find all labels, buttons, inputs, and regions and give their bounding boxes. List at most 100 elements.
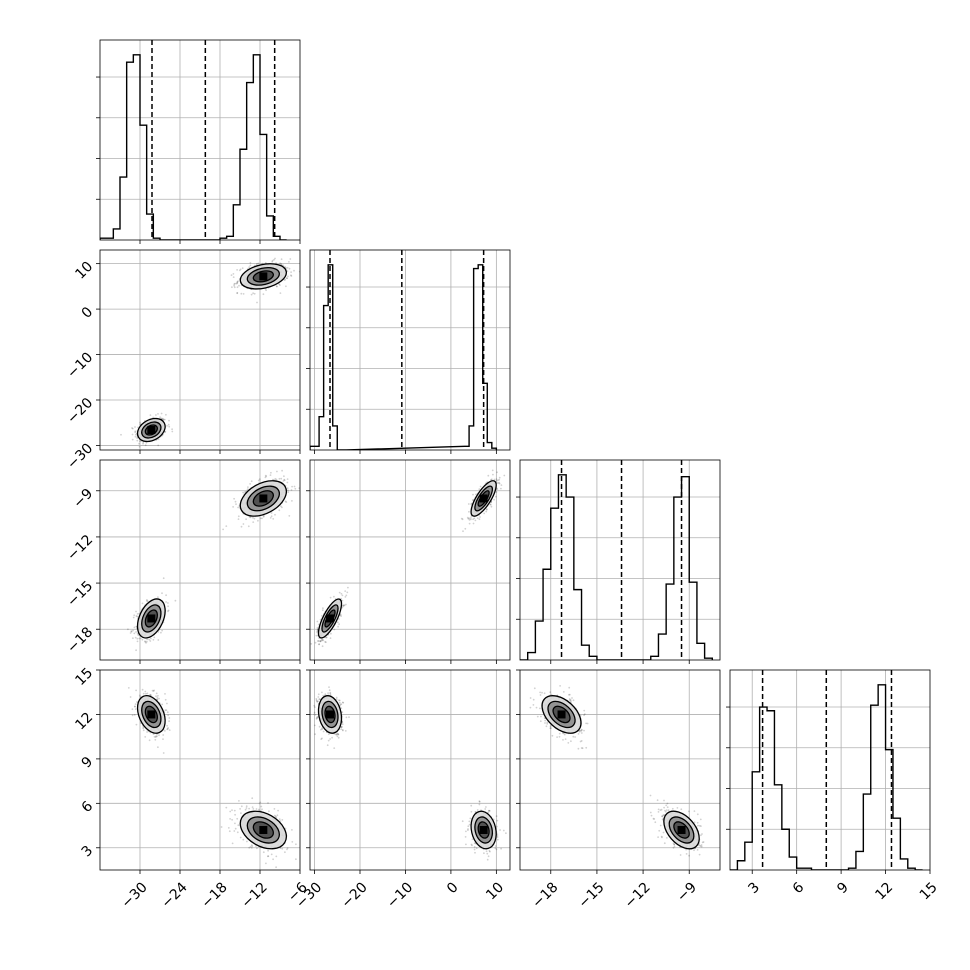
sample-point xyxy=(700,845,703,848)
sample-point xyxy=(255,808,258,810)
sample-point xyxy=(286,270,289,273)
contour-line xyxy=(324,705,336,724)
sample-point xyxy=(250,844,253,846)
sample-point xyxy=(276,285,278,288)
sample-point xyxy=(583,713,586,715)
histogram-step xyxy=(310,264,498,450)
sample-point xyxy=(486,852,489,855)
sample-point xyxy=(230,274,233,277)
sample-point xyxy=(278,509,281,512)
sample-point xyxy=(293,269,295,272)
sample-point xyxy=(236,292,239,294)
panel-frame xyxy=(99,39,301,241)
sample-point xyxy=(167,727,170,729)
panel-frame xyxy=(519,459,721,661)
sample-point xyxy=(673,845,676,848)
sample-point xyxy=(318,643,320,646)
sample-point xyxy=(248,846,251,849)
sample-point xyxy=(134,703,137,705)
histogram-panel-2 xyxy=(516,459,721,664)
sample-point xyxy=(146,600,149,603)
sample-point xyxy=(252,516,254,519)
sample-point xyxy=(249,845,252,848)
sample-point xyxy=(336,735,339,738)
sample-point xyxy=(291,485,293,488)
sample-point xyxy=(242,838,245,841)
contour-line xyxy=(317,598,343,639)
sample-point xyxy=(488,849,491,852)
sample-point xyxy=(167,609,170,612)
sample-point xyxy=(474,810,477,813)
sample-point xyxy=(279,284,281,286)
sample-point xyxy=(133,614,136,617)
sample-point xyxy=(495,815,498,817)
sample-point xyxy=(270,853,273,856)
sample-point xyxy=(157,413,159,415)
panel-frame xyxy=(99,669,301,871)
sample-point xyxy=(174,599,177,602)
sample-point xyxy=(267,802,269,804)
sample-point xyxy=(135,610,137,613)
scatter-panel-2-1 xyxy=(306,459,511,664)
contour-line xyxy=(474,485,494,512)
density-peak xyxy=(326,710,334,719)
sample-point xyxy=(229,810,232,813)
sample-point xyxy=(568,693,570,696)
sample-point xyxy=(665,804,668,807)
sample-point xyxy=(327,692,329,694)
panel-content xyxy=(529,685,705,857)
sample-point xyxy=(313,706,316,708)
sample-point xyxy=(134,426,136,428)
sample-point xyxy=(145,640,148,643)
sample-point xyxy=(272,858,274,861)
sample-point xyxy=(529,697,532,699)
sample-point xyxy=(153,636,156,639)
sample-point xyxy=(317,693,320,696)
sample-point xyxy=(316,716,319,719)
sample-point xyxy=(156,735,158,738)
sample-point xyxy=(165,709,168,711)
sample-point xyxy=(279,262,281,265)
sample-point xyxy=(258,478,261,481)
sample-point xyxy=(319,640,322,642)
sample-point xyxy=(136,632,139,635)
sample-point xyxy=(314,713,317,716)
sample-point xyxy=(320,639,323,642)
sample-point xyxy=(321,691,323,694)
contour-line xyxy=(141,604,162,633)
panel-frame xyxy=(99,459,301,661)
sample-point xyxy=(495,478,498,481)
sample-point xyxy=(577,733,580,735)
sample-point xyxy=(146,692,149,695)
sample-point xyxy=(153,689,156,692)
sample-point xyxy=(470,843,473,846)
sample-point xyxy=(236,817,239,820)
sample-point xyxy=(468,510,470,513)
sample-point xyxy=(166,728,169,730)
sample-point xyxy=(295,843,297,846)
sample-point xyxy=(139,440,141,443)
sample-point xyxy=(257,519,259,522)
sample-point xyxy=(341,604,344,607)
sample-point xyxy=(162,418,165,421)
sample-point xyxy=(290,489,293,491)
sample-point xyxy=(318,643,321,646)
sample-point xyxy=(244,808,247,811)
sample-point xyxy=(275,478,278,481)
sample-point xyxy=(167,610,169,613)
sample-point xyxy=(328,686,330,688)
sample-point xyxy=(270,515,273,518)
sample-point xyxy=(144,444,147,447)
sample-point xyxy=(237,515,240,518)
sample-point xyxy=(149,693,152,696)
contour-line xyxy=(141,700,162,729)
sample-point xyxy=(494,845,497,847)
sample-point xyxy=(142,442,144,445)
sample-point xyxy=(142,729,145,732)
sample-point xyxy=(473,842,476,845)
sample-point xyxy=(130,630,133,632)
sample-point xyxy=(580,740,583,742)
sample-point xyxy=(467,828,469,830)
sample-point xyxy=(550,727,552,729)
sample-point xyxy=(468,517,471,520)
